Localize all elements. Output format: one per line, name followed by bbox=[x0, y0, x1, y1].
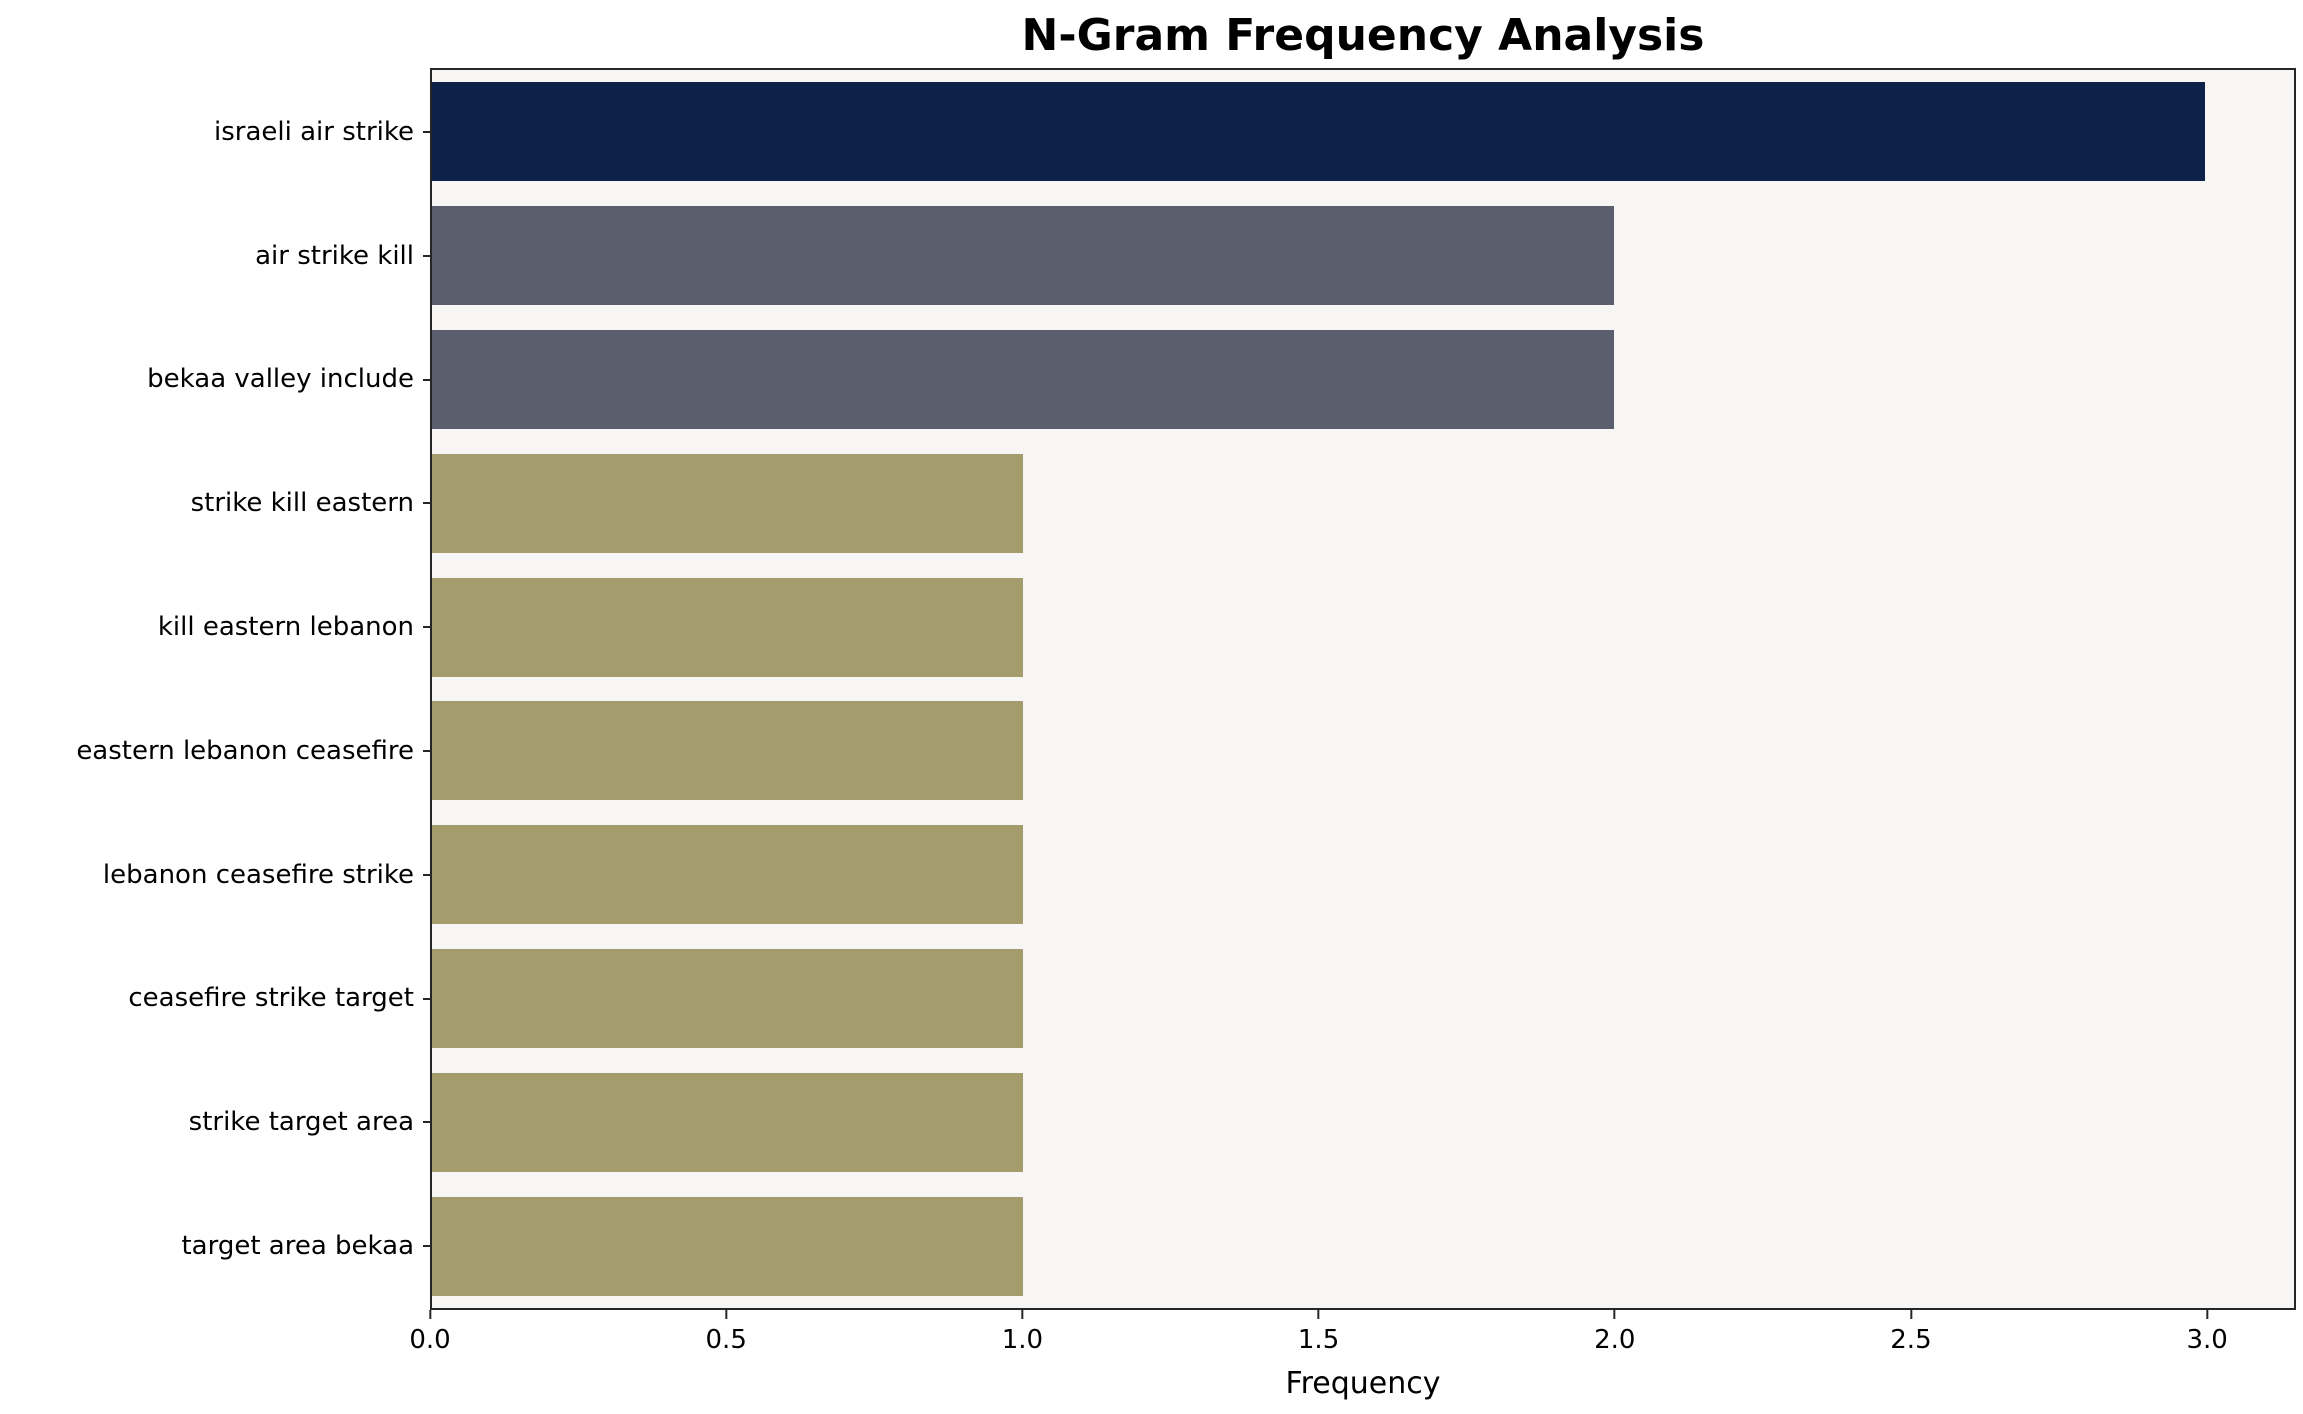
chart-title: N-Gram Frequency Analysis bbox=[1021, 10, 1705, 61]
bar-row: lebanon ceasefire strike bbox=[103, 813, 2294, 937]
x-axis: 0.0 0.5 1.0 1.5 2.0 2.5 3.0 bbox=[409, 1310, 2296, 1370]
bar-row: kill eastern lebanon bbox=[158, 565, 2294, 689]
x-tick: 1.0 bbox=[1002, 1310, 1043, 1355]
y-tick-label: ceasefire strike target bbox=[128, 983, 414, 1014]
x-tick-label: 2.5 bbox=[1890, 1325, 1932, 1355]
bar-target-area-bekaa bbox=[432, 1196, 1024, 1296]
y-tick-mark bbox=[423, 254, 432, 257]
y-tick-mark bbox=[423, 502, 432, 505]
bar-bekaa-valley-include bbox=[432, 329, 1615, 429]
x-tick-label: 0.5 bbox=[705, 1325, 747, 1355]
plot-wrap: israeli air strike air strike kill bekaa v… bbox=[76, 68, 2296, 1310]
y-tick-label: strike kill eastern bbox=[190, 488, 414, 519]
y-tick-label: israeli air strike bbox=[214, 116, 414, 147]
y-tick-mark bbox=[423, 749, 432, 752]
y-tick-label: air strike kill bbox=[255, 240, 414, 271]
bar-row: strike kill eastern bbox=[191, 441, 2294, 565]
y-tick-label: bekaa valley include bbox=[147, 364, 414, 395]
y-tick-label: kill eastern lebanon bbox=[157, 612, 414, 643]
x-tick-label: 3.0 bbox=[2186, 1325, 2228, 1355]
x-tick: 2.0 bbox=[1594, 1310, 1635, 1355]
y-tick-label: target area bekaa bbox=[181, 1231, 414, 1262]
y-tick-mark bbox=[423, 1245, 432, 1248]
bar-row: ceasefire strike target bbox=[128, 937, 2294, 1061]
x-tick-mark bbox=[1021, 1310, 1024, 1319]
x-tick-label: 1.0 bbox=[1001, 1325, 1044, 1355]
bar-strike-target-area bbox=[432, 1072, 1024, 1172]
x-tick-mark bbox=[1909, 1310, 1912, 1319]
x-tick-mark bbox=[2206, 1310, 2209, 1319]
bar-row: israeli air strike bbox=[214, 70, 2294, 194]
bar-israeli-air-strike bbox=[432, 82, 2206, 182]
bar-row: air strike kill bbox=[255, 194, 2294, 318]
plot-area: israeli air strike air strike kill bekaa v… bbox=[76, 68, 2296, 1310]
x-tick: 0.0 bbox=[409, 1310, 451, 1355]
x-tick: 1.5 bbox=[1298, 1310, 1339, 1355]
y-tick-mark bbox=[423, 1121, 432, 1124]
x-tick-mark bbox=[428, 1310, 431, 1319]
x-tick-mark bbox=[725, 1310, 728, 1319]
y-tick-label: strike target area bbox=[188, 1107, 414, 1138]
x-tick: 0.5 bbox=[706, 1310, 747, 1355]
bar-row: strike target area bbox=[189, 1060, 2294, 1184]
y-tick-mark bbox=[423, 873, 432, 876]
y-tick-mark bbox=[423, 130, 432, 133]
bar-ceasefire-strike-target bbox=[432, 948, 1024, 1048]
x-tick-mark bbox=[1317, 1310, 1320, 1319]
x-tick: 2.5 bbox=[1890, 1310, 1932, 1355]
x-tick-label: 0.0 bbox=[409, 1325, 451, 1355]
y-tick-label: lebanon ceasefire strike bbox=[102, 859, 414, 890]
x-axis-label: Frequency bbox=[1285, 1366, 1441, 1401]
x-tick-label: 2.0 bbox=[1594, 1325, 1636, 1355]
bar-row: eastern lebanon ceasefire bbox=[76, 689, 2294, 813]
y-tick-mark bbox=[423, 378, 432, 381]
bar-strike-kill-eastern bbox=[432, 453, 1024, 553]
bar-air-strike-kill bbox=[432, 206, 1615, 306]
y-tick-mark bbox=[423, 997, 432, 1000]
x-tick-mark bbox=[1613, 1310, 1616, 1319]
bar-kill-eastern-lebanon bbox=[432, 577, 1024, 677]
x-tick-label: 1.5 bbox=[1297, 1325, 1340, 1355]
bar-row: bekaa valley include bbox=[147, 318, 2294, 442]
bar-row: target area bekaa bbox=[181, 1184, 2294, 1308]
bar-eastern-lebanon-ceasefire bbox=[432, 701, 1024, 801]
y-tick-label: eastern lebanon ceasefire bbox=[76, 735, 414, 766]
bar-lebanon-ceasefire-strike bbox=[432, 825, 1024, 925]
y-tick-mark bbox=[423, 626, 432, 629]
x-tick: 3.0 bbox=[2186, 1310, 2228, 1355]
